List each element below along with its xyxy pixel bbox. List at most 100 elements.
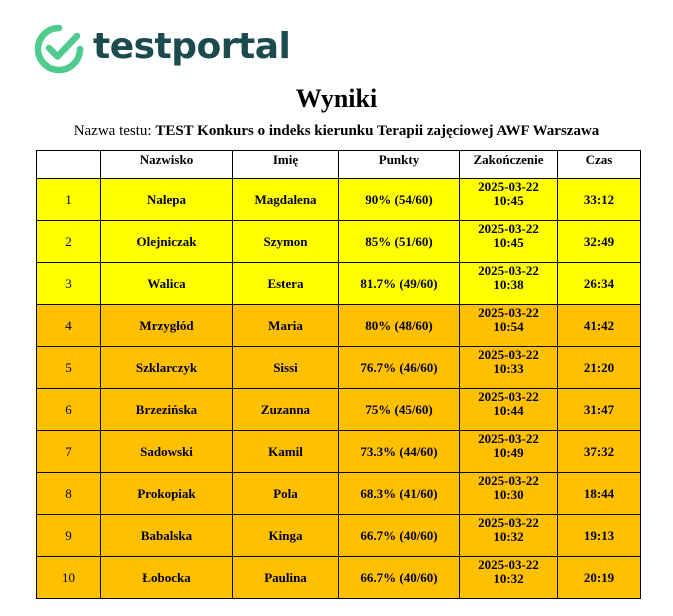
cell-finished: 2025-03-22 10:49 <box>459 430 558 473</box>
header-finished: Zakończenie <box>459 150 558 179</box>
header-rank <box>36 150 101 179</box>
cell-time: 41:42 <box>557 304 641 347</box>
cell-points: 73.3% (44/60) <box>338 430 460 473</box>
cell-time: 21:20 <box>557 346 641 389</box>
cell-first-name: Kamil <box>232 430 339 473</box>
cell-points: 66.7% (40/60) <box>338 556 460 599</box>
cell-finished-hour: 10:32 <box>493 571 524 586</box>
cell-points: 81.7% (49/60) <box>338 262 460 305</box>
cell-time: 31:47 <box>557 388 641 431</box>
cell-finished: 2025-03-22 10:54 <box>459 304 558 347</box>
cell-finished-hour: 10:49 <box>493 445 524 460</box>
cell-rank: 9 <box>36 514 101 557</box>
cell-points: 85% (51/60) <box>338 220 460 263</box>
cell-time: 37:32 <box>557 430 641 473</box>
table-row: 7 Sadowski Kamil 73.3% (44/60) 2025-03-2… <box>36 430 641 473</box>
cell-time: 19:13 <box>557 514 641 557</box>
cell-finished: 2025-03-22 10:33 <box>459 346 558 389</box>
cell-rank: 10 <box>36 556 101 599</box>
table-row: 3 Walica Estera 81.7% (49/60) 2025-03-22… <box>36 262 641 305</box>
cell-rank: 7 <box>36 430 101 473</box>
cell-finished: 2025-03-22 10:44 <box>459 388 558 431</box>
cell-surname: Prokopiak <box>100 472 233 515</box>
cell-finished-date: 2025-03-22 <box>478 431 539 446</box>
cell-points: 90% (54/60) <box>338 178 460 221</box>
cell-surname: Nalepa <box>100 178 233 221</box>
cell-rank: 8 <box>36 472 101 515</box>
table-row: 5 Szklarczyk Sissi 76.7% (46/60) 2025-03… <box>36 346 641 389</box>
cell-finished-hour: 10:33 <box>493 361 524 376</box>
cell-finished: 2025-03-22 10:38 <box>459 262 558 305</box>
cell-finished: 2025-03-22 10:30 <box>459 472 558 515</box>
table-row: 2 Olejniczak Szymon 85% (51/60) 2025-03-… <box>36 220 641 263</box>
cell-first-name: Magdalena <box>232 178 339 221</box>
cell-finished: 2025-03-22 10:32 <box>459 556 558 599</box>
cell-surname: Brzezińska <box>100 388 233 431</box>
cell-finished-date: 2025-03-22 <box>478 515 539 530</box>
cell-points: 66.7% (40/60) <box>338 514 460 557</box>
cell-surname: Szklarczyk <box>100 346 233 389</box>
cell-rank: 2 <box>36 220 101 263</box>
cell-points: 75% (45/60) <box>338 388 460 431</box>
cell-first-name: Kinga <box>232 514 339 557</box>
table-row: 6 Brzezińska Zuzanna 75% (45/60) 2025-03… <box>36 388 641 431</box>
cell-points: 76.7% (46/60) <box>338 346 460 389</box>
cell-finished: 2025-03-22 10:45 <box>459 220 558 263</box>
header-first-name: Imię <box>232 150 339 179</box>
test-name-line: Nazwa testu: TEST Konkurs o indeks kieru… <box>0 123 673 140</box>
cell-finished-hour: 10:45 <box>493 193 524 208</box>
table-header-row: Nazwisko Imię Punkty Zakończenie Czas <box>36 150 641 179</box>
header-time: Czas <box>557 150 641 179</box>
cell-finished-date: 2025-03-22 <box>478 221 539 236</box>
cell-surname: Mrzygłód <box>100 304 233 347</box>
cell-rank: 3 <box>36 262 101 305</box>
cell-rank: 6 <box>36 388 101 431</box>
cell-first-name: Maria <box>232 304 339 347</box>
cell-rank: 4 <box>36 304 101 347</box>
cell-surname: Walica <box>100 262 233 305</box>
results-table: Nazwisko Imię Punkty Zakończenie Czas 1 … <box>36 150 641 599</box>
cell-time: 33:12 <box>557 178 641 221</box>
cell-surname: Babalska <box>100 514 233 557</box>
cell-finished-date: 2025-03-22 <box>478 305 539 320</box>
table-row: 9 Babalska Kinga 66.7% (40/60) 2025-03-2… <box>36 514 641 557</box>
cell-surname: Sadowski <box>100 430 233 473</box>
table-row: 1 Nalepa Magdalena 90% (54/60) 2025-03-2… <box>36 178 641 221</box>
cell-first-name: Sissi <box>232 346 339 389</box>
cell-finished-hour: 10:32 <box>493 529 524 544</box>
header-points: Punkty <box>338 150 460 179</box>
cell-time: 32:49 <box>557 220 641 263</box>
logo-wordmark: testportal <box>93 26 291 67</box>
table-row: 4 Mrzygłód Maria 80% (48/60) 2025-03-22 1… <box>36 304 641 347</box>
cell-finished-hour: 10:45 <box>493 235 524 250</box>
cell-surname: Olejniczak <box>100 220 233 263</box>
cell-finished-date: 2025-03-22 <box>478 179 539 194</box>
header-surname: Nazwisko <box>100 150 233 179</box>
cell-finished-date: 2025-03-22 <box>478 473 539 488</box>
cell-finished: 2025-03-22 10:32 <box>459 514 558 557</box>
cell-rank: 5 <box>36 346 101 389</box>
cell-first-name: Paulina <box>232 556 339 599</box>
cell-time: 26:34 <box>557 262 641 305</box>
cell-points: 80% (48/60) <box>338 304 460 347</box>
cell-finished-date: 2025-03-22 <box>478 347 539 362</box>
cell-time: 20:19 <box>557 556 641 599</box>
cell-rank: 1 <box>36 178 101 221</box>
test-name-value: TEST Konkurs o indeks kierunku Terapii z… <box>155 123 600 139</box>
cell-first-name: Estera <box>232 262 339 305</box>
cell-finished-hour: 10:44 <box>493 403 524 418</box>
cell-finished: 2025-03-22 10:45 <box>459 178 558 221</box>
test-name-label: Nazwa testu: <box>73 123 152 139</box>
cell-surname: Łobocka <box>100 556 233 599</box>
cell-finished-date: 2025-03-22 <box>478 263 539 278</box>
cell-finished-hour: 10:38 <box>493 277 524 292</box>
cell-points: 68.3% (41/60) <box>338 472 460 515</box>
cell-first-name: Szymon <box>232 220 339 263</box>
testportal-logo: testportal <box>34 24 291 74</box>
checkmark-logo-icon <box>34 24 84 74</box>
cell-finished-hour: 10:30 <box>493 487 524 502</box>
cell-first-name: Pola <box>232 472 339 515</box>
table-row: 8 Prokopiak Pola 68.3% (41/60) 2025-03-2… <box>36 472 641 515</box>
cell-finished-date: 2025-03-22 <box>478 557 539 572</box>
page-title: Wyniki <box>295 84 378 113</box>
